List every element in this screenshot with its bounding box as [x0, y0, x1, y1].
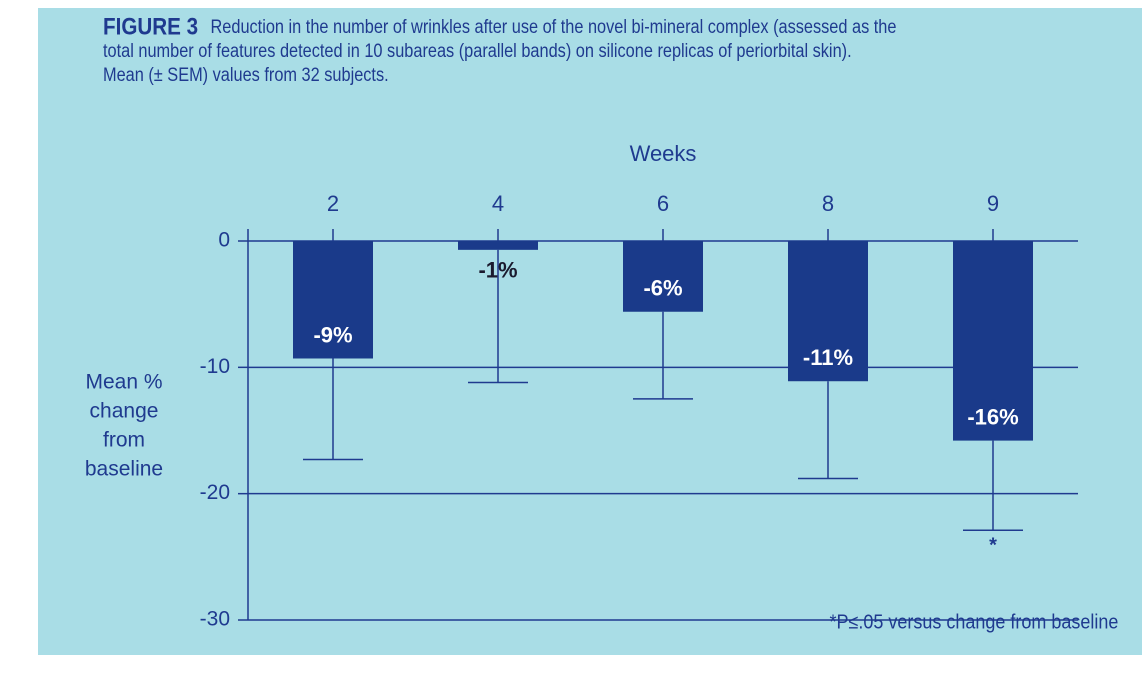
y-tick-label: -10	[200, 355, 230, 378]
x-axis-title: Weeks	[630, 141, 697, 166]
y-tick-label: -20	[200, 481, 230, 504]
y-axis-title: Mean %	[85, 371, 162, 394]
bar	[788, 241, 868, 382]
x-tick-label: 9	[987, 191, 999, 216]
x-tick-label: 6	[657, 191, 669, 216]
y-axis-title: from	[103, 429, 145, 452]
figure-label: FIGURE 3	[103, 13, 198, 40]
caption-line: Mean (± SEM) values from 32 subjects.	[103, 64, 389, 85]
caption: FIGURE 3 Reduction in the number of wrin…	[103, 13, 897, 85]
bar	[953, 241, 1033, 441]
bar	[458, 241, 538, 250]
x-tick-label: 8	[822, 191, 834, 216]
y-axis-title: change	[90, 400, 159, 423]
bar	[293, 241, 373, 359]
annotation: *	[989, 535, 997, 557]
caption-line: Reduction in the number of wrinkles afte…	[211, 16, 897, 37]
footnote-group: *P≤.05 versus change from baseline	[830, 611, 1119, 633]
value-label: -11%	[803, 345, 853, 370]
footnote: *P≤.05 versus change from baseline	[830, 611, 1119, 633]
value-label: -16%	[967, 404, 1018, 429]
caption-line: total number of features detected in 10 …	[103, 40, 852, 61]
y-axis-title: baseline	[85, 458, 163, 481]
value-label: -9%	[313, 322, 352, 347]
x-tick-label: 2	[327, 191, 339, 216]
value-label: -1%	[478, 258, 517, 283]
y-tick-label: 0	[218, 229, 230, 252]
bar	[623, 241, 703, 312]
value-label: -6%	[643, 276, 682, 301]
y-tick-label: -30	[200, 608, 230, 631]
x-tick-label: 4	[492, 191, 504, 216]
